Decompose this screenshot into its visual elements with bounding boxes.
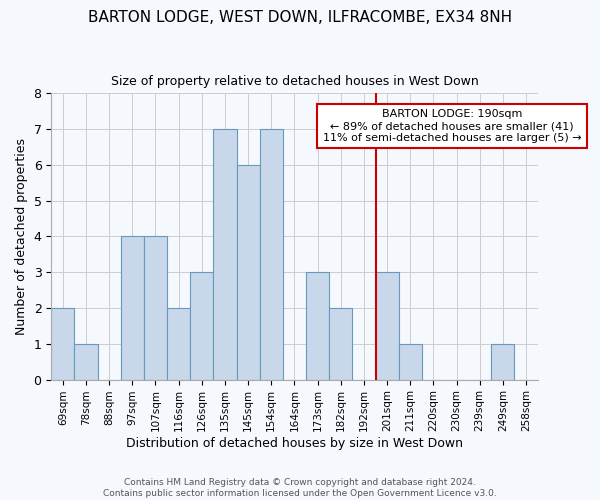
Text: BARTON LODGE: 190sqm
← 89% of detached houses are smaller (41)
11% of semi-detac: BARTON LODGE: 190sqm ← 89% of detached h…	[323, 110, 581, 142]
Bar	[214, 129, 236, 380]
Bar	[329, 308, 352, 380]
Bar	[144, 236, 167, 380]
Bar	[491, 344, 514, 380]
Bar	[51, 308, 74, 380]
Bar	[167, 308, 190, 380]
Bar	[190, 272, 214, 380]
Title: Size of property relative to detached houses in West Down: Size of property relative to detached ho…	[110, 75, 478, 88]
Bar	[121, 236, 144, 380]
Bar	[376, 272, 398, 380]
Bar	[236, 165, 260, 380]
Text: Contains HM Land Registry data © Crown copyright and database right 2024.
Contai: Contains HM Land Registry data © Crown c…	[103, 478, 497, 498]
Text: BARTON LODGE, WEST DOWN, ILFRACOMBE, EX34 8NH: BARTON LODGE, WEST DOWN, ILFRACOMBE, EX3…	[88, 10, 512, 25]
Bar	[74, 344, 98, 380]
Y-axis label: Number of detached properties: Number of detached properties	[15, 138, 28, 335]
Bar	[398, 344, 422, 380]
X-axis label: Distribution of detached houses by size in West Down: Distribution of detached houses by size …	[126, 437, 463, 450]
Bar	[260, 129, 283, 380]
Bar	[306, 272, 329, 380]
